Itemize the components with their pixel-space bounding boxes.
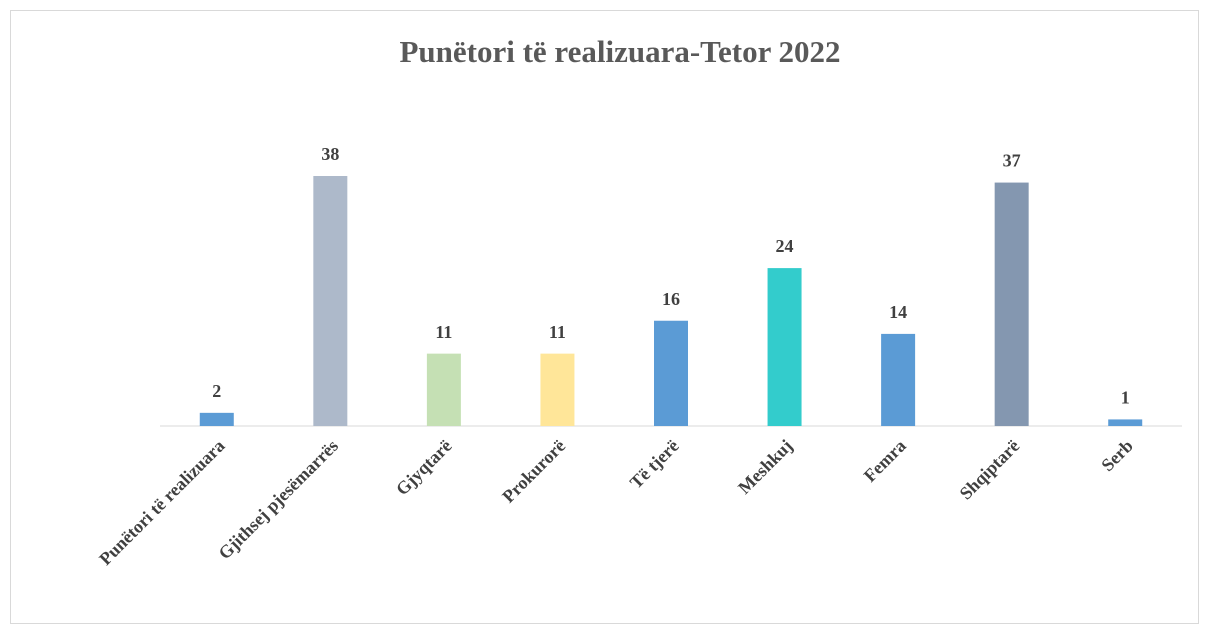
bar	[767, 268, 802, 426]
data-label: 11	[435, 322, 452, 342]
data-label: 2	[212, 381, 221, 401]
data-label: 16	[662, 289, 680, 309]
bar	[426, 353, 461, 426]
bar	[199, 412, 234, 426]
chart-title: Punëtori të realizuara-Tetor 2022	[399, 34, 840, 69]
data-label: 11	[549, 322, 566, 342]
bar	[994, 182, 1029, 426]
bar	[540, 353, 575, 426]
bar	[313, 176, 348, 426]
bar	[881, 333, 916, 426]
data-label: 1	[1121, 388, 1130, 408]
data-label: 24	[776, 236, 794, 256]
data-label: 14	[889, 302, 907, 322]
bar	[1108, 419, 1143, 426]
data-label: 37	[1003, 151, 1021, 171]
data-label: 38	[321, 144, 339, 164]
bar	[654, 320, 688, 426]
